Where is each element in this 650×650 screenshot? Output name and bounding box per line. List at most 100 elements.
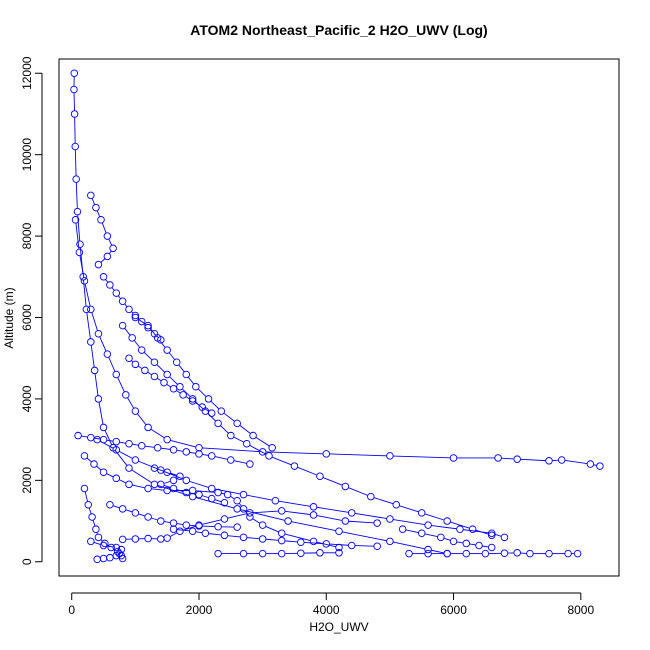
series-line-segment [253,510,279,514]
series-line-segment [182,388,191,397]
data-point [462,539,471,548]
series-line-segment [227,535,241,538]
data-point [449,454,458,462]
data-point [144,484,152,493]
data-point [258,535,267,543]
series-line-segment [348,520,374,524]
series-line-segment [373,497,394,505]
series-line-segment [202,453,209,456]
data-point [106,501,114,509]
data-point [80,277,89,285]
y-tick-label: 10000 [20,138,34,172]
data-point [131,509,140,517]
series-line-segment [195,497,235,509]
data-point [150,330,159,338]
data-series [80,484,127,563]
series-line-segment [159,340,166,348]
data-series [106,501,241,531]
series-line-segment [297,466,317,476]
data-point [386,452,394,460]
data-point [169,525,178,533]
data-point [106,281,114,289]
series-line-segment [189,492,196,495]
data-point [112,543,121,552]
data-point [163,346,171,354]
data-point [74,431,82,440]
data-point [144,534,152,543]
series-line-segment [482,545,489,548]
data-point [258,549,267,558]
data-point [150,464,159,472]
series-line-segment [79,255,85,278]
series-line-segment [593,464,597,466]
data-point [207,494,216,503]
data-point [233,505,241,513]
series-line-segment [316,541,336,548]
data-point [341,517,350,525]
data-series [131,313,276,452]
data-point [316,472,324,481]
data-point [87,537,95,546]
x-axis-label: H2O_UWV [309,620,368,634]
series-line-segment [143,352,153,361]
data-point [70,69,79,77]
data-point [265,452,273,460]
series-line-segment [285,540,298,543]
series-line-segment [137,413,147,426]
series-line-segment [239,425,251,434]
series-line-segment [265,538,279,541]
data-point [456,525,464,533]
data-point [93,555,101,564]
data-point [80,452,89,460]
series-line-segment [100,258,106,263]
series-line-segment [163,480,171,484]
data-point [72,175,80,183]
series-line-segment [183,525,196,531]
series-line-segment [176,523,183,526]
series-line-segment [74,117,76,144]
data-point [182,448,191,456]
series-line-segment [137,318,146,325]
series-line-segment [233,436,244,443]
data-point [101,539,109,548]
series-line-segment [145,445,155,448]
series-line-segment [166,384,171,388]
data-series [93,435,509,542]
data-point [80,484,89,493]
series-line-segment [202,525,215,528]
series-line-segment [101,222,107,234]
data-point [239,505,248,513]
series-line-segment [113,505,120,509]
data-point [309,511,318,519]
data-point [468,525,477,533]
data-point [586,460,595,468]
series-line-segment [189,480,209,488]
y-tick-label: 6000 [20,304,34,331]
series-line-segment [204,408,210,412]
series-line-segment [329,453,387,457]
series-line-segment [329,543,349,546]
data-point [125,354,133,362]
series-line-segment [234,460,247,464]
data-point [117,545,126,554]
series-line-segment [405,529,419,533]
series-line-segment [137,365,143,369]
data-point [144,513,152,521]
data-point [94,533,103,542]
series-line-segment [124,328,131,336]
data-series [118,321,496,540]
series-line-segment [304,541,323,545]
data-point [112,446,121,454]
data-point [545,549,553,558]
data-point [335,527,343,535]
series-line-segment [195,402,200,406]
data-point [513,549,521,557]
series-line-segment [157,468,165,472]
series-line-segment [99,336,107,352]
data-series [398,525,496,552]
series-line-segment [284,533,311,541]
x-axis: 0 2000 4000 6000 8000 [68,592,594,617]
data-point [118,297,127,305]
data-point [99,273,108,281]
x-tick-label: 2000 [186,603,213,617]
